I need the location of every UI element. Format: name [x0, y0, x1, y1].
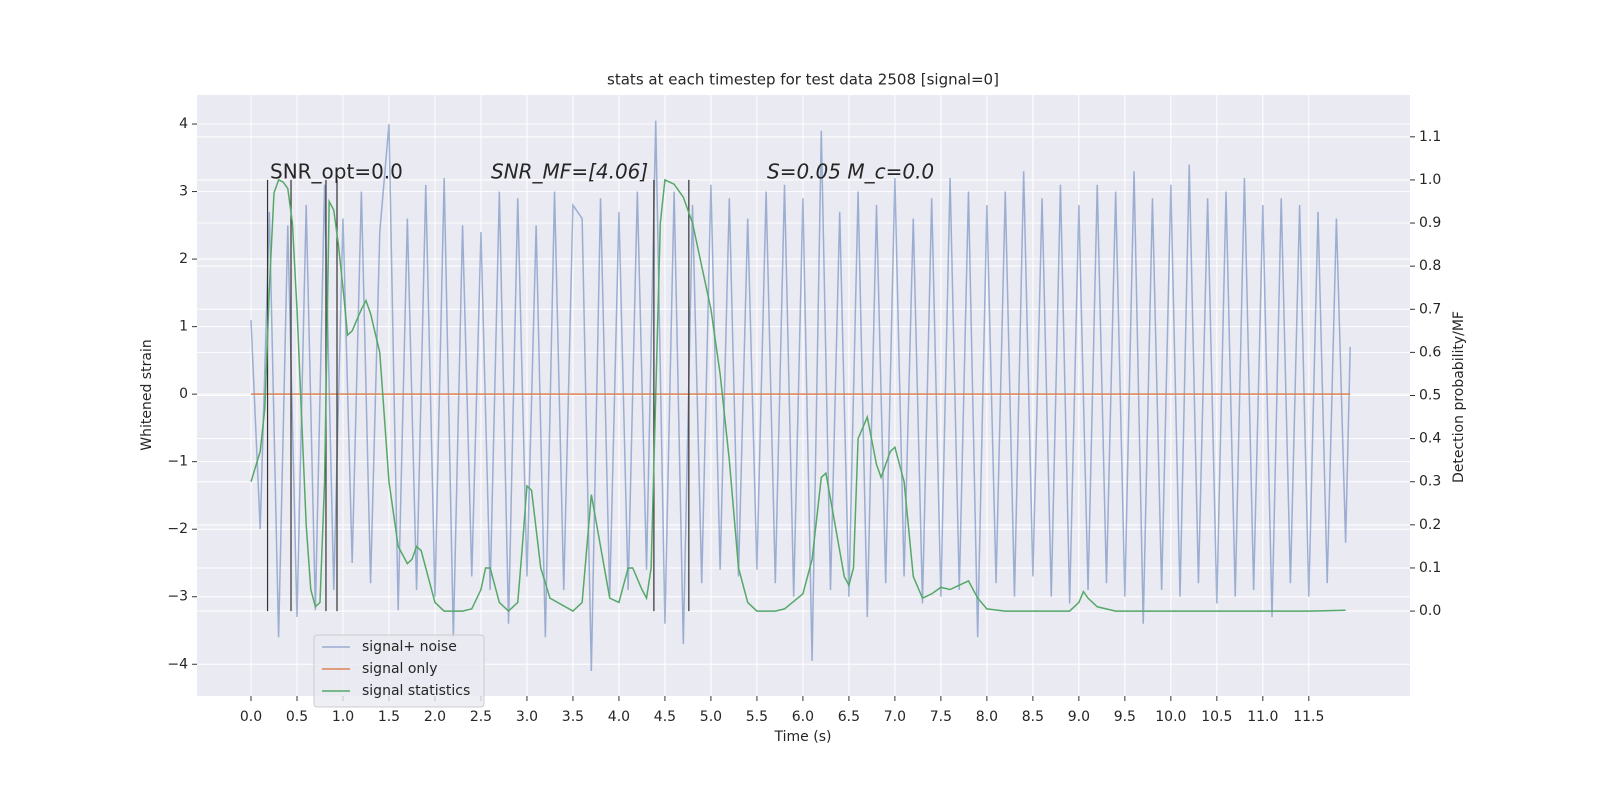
- annotation: SNR_MF=[4.06]: [491, 160, 648, 184]
- axes: 0.0 0.5 1.0 1.5 2.0 2.5 3.0 3.5 4.0 4.5 5.0 5.5 6.0 6…: [167, 116, 1441, 725]
- x-tick-label: 9.0: [1068, 709, 1090, 725]
- series-line: [250, 120, 1351, 672]
- y2-tick-label: 0.1: [1419, 560, 1441, 576]
- y2-tick-label: 0.8: [1419, 258, 1441, 274]
- y2-tick-label: 0.4: [1419, 431, 1441, 447]
- y-tick-label: −2: [167, 521, 188, 537]
- y2-tick-label: 0.0: [1419, 603, 1441, 619]
- y-axis-label: Whitened strain: [139, 339, 155, 450]
- x-tick-label: 8.0: [976, 709, 998, 725]
- annotation: SNR_opt=0.0: [270, 160, 403, 184]
- x-tick-label: 3.5: [562, 709, 584, 725]
- x-tick-label: 9.5: [1114, 709, 1136, 725]
- x-tick-label: 5.5: [746, 709, 768, 725]
- annotation: S=0.05 M_c=0.0: [767, 160, 934, 184]
- y2-tick-label: 1.0: [1419, 172, 1441, 188]
- x-tick-label: 10.5: [1201, 709, 1232, 725]
- x-tick-label: 8.5: [1022, 709, 1044, 725]
- x-tick-label: 11.0: [1247, 709, 1278, 725]
- y2-axis-label: Detection probability/MF: [1451, 311, 1467, 483]
- y-tick-label: −1: [167, 454, 188, 470]
- x-tick-label: 2.5: [470, 709, 492, 725]
- x-tick-label: 10.0: [1155, 709, 1186, 725]
- x-tick-label: 5.0: [700, 709, 722, 725]
- x-tick-label: 6.5: [838, 709, 860, 725]
- y-tick-label: −4: [167, 656, 188, 672]
- x-tick-label: 2.0: [424, 709, 446, 725]
- y-tick-label: 0: [179, 386, 188, 402]
- y2-tick-label: 0.5: [1419, 388, 1441, 404]
- series-line: [250, 178, 1346, 613]
- chart-title: stats at each timestep for test data 250…: [607, 71, 999, 89]
- y2-tick-label: 0.3: [1419, 474, 1441, 490]
- x-tick-label: 0.0: [240, 709, 262, 725]
- y2-tick-label: 0.6: [1419, 344, 1441, 360]
- y2-tick-label: 0.7: [1419, 301, 1441, 317]
- x-tick-label: 4.5: [654, 709, 676, 725]
- y2-tick-label: 0.9: [1419, 215, 1441, 231]
- y-tick-label: 2: [179, 251, 188, 267]
- legend-label: signal+ noise: [362, 639, 457, 655]
- legend-label: signal statistics: [362, 683, 470, 699]
- x-axis-label: Time (s): [774, 729, 832, 745]
- x-tick-label: 7.0: [884, 709, 906, 725]
- x-tick-label: 3.0: [516, 709, 538, 725]
- x-tick-label: 1.5: [378, 709, 400, 725]
- y2-tick-label: 0.2: [1419, 517, 1441, 533]
- legend-box: [313, 634, 485, 708]
- y2-tick-label: 1.1: [1419, 129, 1441, 145]
- y-tick-label: 1: [179, 319, 188, 335]
- marks: [250, 120, 1351, 672]
- x-tick-label: 1.0: [332, 709, 354, 725]
- x-tick-label: 0.5: [286, 709, 308, 725]
- y-tick-label: −3: [167, 589, 188, 605]
- legend: signal+ noise signal only signal statistic…: [313, 634, 485, 708]
- x-tick-label: 11.5: [1293, 709, 1324, 725]
- x-tick-label: 7.5: [930, 709, 952, 725]
- y-tick-label: 4: [179, 116, 188, 132]
- y-tick-label: 3: [179, 184, 188, 200]
- legend-label: signal only: [362, 661, 437, 677]
- x-tick-label: 6.0: [792, 709, 814, 725]
- x-tick-label: 4.0: [608, 709, 630, 725]
